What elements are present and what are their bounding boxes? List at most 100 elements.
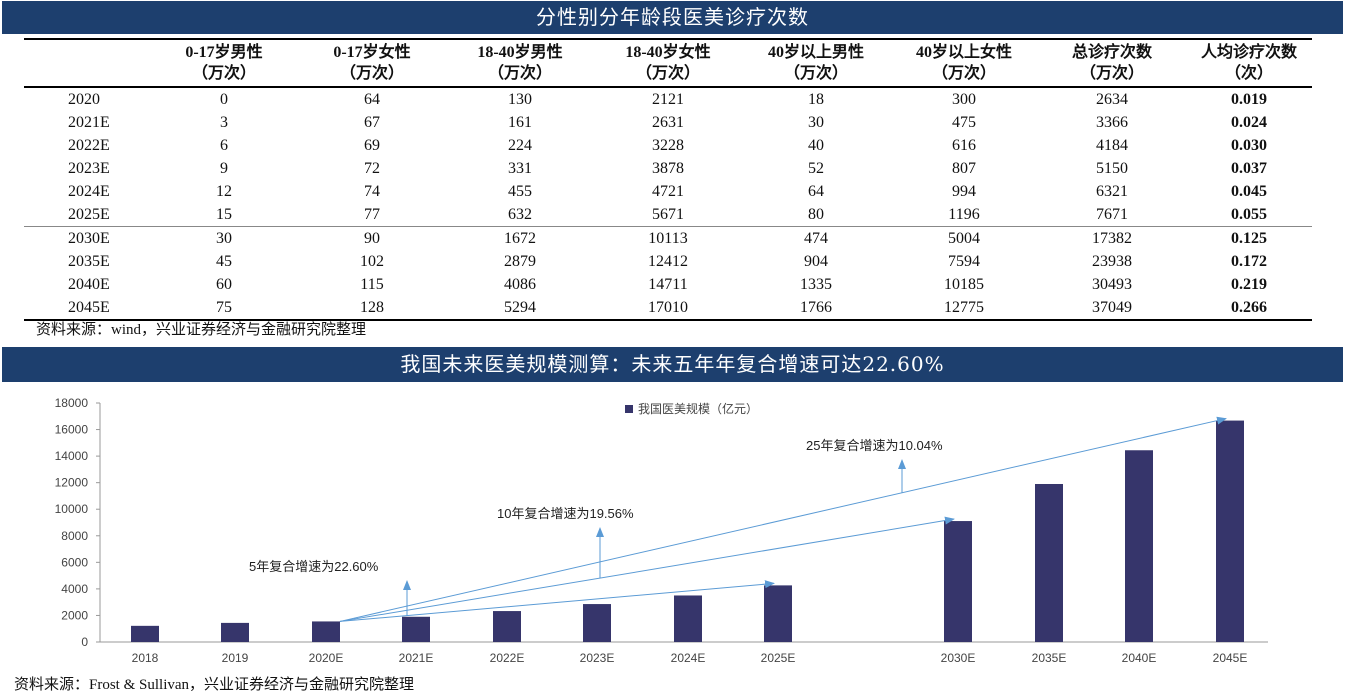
table-cell: 3228 — [652, 137, 684, 154]
column-header: 40岁以上女性 （万次） — [890, 38, 1038, 88]
column-header-label: 0-17岁男性 — [185, 44, 263, 61]
table-cell: 474 — [742, 226, 890, 250]
column-header-unit: （万次） — [783, 65, 848, 82]
column-header-label: 0-17岁女性 — [333, 44, 411, 61]
bar — [312, 621, 340, 642]
legend-swatch — [625, 405, 633, 413]
table-cell: 6321 — [1096, 183, 1128, 200]
table-cell: 0.266 — [1186, 296, 1312, 321]
table-cell: 12 — [216, 183, 232, 200]
column-header: 人均诊疗次数 （次） — [1186, 38, 1312, 88]
column-header-label: 18-40岁男性 — [477, 44, 563, 61]
table-cell: 12412 — [648, 253, 688, 270]
column-header-unit: （万次） — [487, 65, 552, 82]
column-header: 0-17岁女性 （万次） — [298, 38, 446, 88]
growth-arrow — [339, 516, 955, 622]
row-year: 2021E — [68, 114, 110, 131]
table-row: 2045E 75 128 5294 17010 1766 12775 37049 0.266 — [24, 296, 1312, 321]
row-year: 2022E — [68, 137, 110, 154]
table-cell: 17010 — [594, 296, 742, 321]
bar — [402, 616, 430, 642]
table-cell: 80 — [808, 206, 824, 223]
x-tick-label: 2019 — [222, 651, 249, 665]
bar — [674, 595, 702, 642]
table-cell: 616 — [952, 137, 976, 154]
column-header-label: 人均诊疗次数 — [1200, 44, 1297, 61]
bar — [583, 604, 611, 642]
column-header: 0-17岁男性 （万次） — [150, 38, 298, 88]
table-cell: 12775 — [890, 296, 1038, 321]
table-cell: 0.037 — [1231, 160, 1267, 177]
table-cell: 1672 — [446, 226, 594, 250]
column-header-unit: （万次） — [1079, 65, 1144, 82]
growth-arrow — [339, 416, 1227, 622]
column-header-label: 18-40岁女性 — [625, 44, 711, 61]
table-cell: 6 — [220, 137, 228, 154]
table-cell: 331 — [508, 160, 532, 177]
y-tick-label: 18000 — [55, 396, 89, 410]
table-cell: 0.030 — [1231, 137, 1267, 154]
table-cell: 2121 — [652, 91, 684, 108]
column-header-unit: （次） — [1224, 65, 1273, 82]
x-tick-label: 2018 — [132, 651, 159, 665]
row-year: 2024E — [68, 183, 110, 200]
table-row: 2022E 6 69 224 3228 40 616 4184 0.030 — [24, 134, 1312, 157]
table-cell: 14711 — [648, 276, 688, 293]
table-cell: 64 — [364, 91, 380, 108]
table-row: 2020 0 64 130 2121 18 300 2634 0.019 — [24, 87, 1312, 111]
table-cell: 45 — [216, 253, 232, 270]
table-cell: 69 — [364, 137, 380, 154]
column-header-unit: （万次） — [339, 65, 404, 82]
market-size-chart: 0 2000 4000 6000 8000 10000 12000 14000 16000 180… — [55, 396, 1268, 665]
table-cell: 74 — [364, 183, 380, 200]
table-cell: 4721 — [652, 183, 684, 200]
consultation-table: 0-17岁男性 （万次） 0-17岁女性 （万次） 18-40岁男性 （万次） 18-40岁… — [24, 38, 1312, 321]
table-cell: 10185 — [944, 276, 984, 293]
table-cell: 5004 — [890, 226, 1038, 250]
table-cell: 30493 — [1092, 276, 1132, 293]
table-cell: 67 — [364, 114, 380, 131]
table-cell: 64 — [808, 183, 824, 200]
table-cell: 72 — [364, 160, 380, 177]
row-year: 2040E — [68, 276, 110, 293]
x-tick-label: 2025E — [761, 651, 796, 665]
table-cell: 904 — [804, 253, 828, 270]
y-tick-label: 4000 — [61, 582, 88, 596]
x-tick-label: 2030E — [941, 651, 976, 665]
table-cell: 4086 — [504, 276, 536, 293]
x-tick-label: 2022E — [490, 651, 525, 665]
table-cell: 161 — [508, 114, 532, 131]
y-tick-label: 12000 — [55, 476, 89, 490]
table-cell: 0.219 — [1231, 276, 1267, 293]
table-cell: 3366 — [1096, 114, 1128, 131]
column-header-unit: （万次） — [635, 65, 700, 82]
column-header-unit: （万次） — [931, 65, 996, 82]
table-cell: 52 — [808, 160, 824, 177]
row-year: 2045E — [24, 296, 150, 321]
table-cell: 115 — [360, 276, 384, 293]
table-row: 2024E 12 74 455 4721 64 994 6321 0.045 — [24, 180, 1312, 203]
table-cell: 0.125 — [1186, 226, 1312, 250]
table-cell: 77 — [364, 206, 380, 223]
table-cell: 224 — [508, 137, 532, 154]
table-cell: 30 — [808, 114, 824, 131]
table-cell: 5671 — [652, 206, 684, 223]
x-tick-label: 2045E — [1213, 651, 1248, 665]
table-cell: 128 — [298, 296, 446, 321]
row-year: 2020 — [68, 91, 100, 108]
table-cell: 17382 — [1038, 226, 1186, 250]
table-row: 2025E 15 77 632 5671 80 1196 7671 0.055 — [24, 203, 1312, 227]
growth-arrow — [339, 580, 775, 622]
table-cell: 807 — [952, 160, 976, 177]
y-tick-label: 6000 — [61, 555, 88, 569]
table-cell: 300 — [952, 91, 976, 108]
x-tick-label: 2020E — [309, 651, 344, 665]
bar — [1125, 450, 1153, 642]
table-row: 2023E 9 72 331 3878 52 807 5150 0.037 — [24, 157, 1312, 180]
legend-label: 我国医美规模（亿元） — [638, 401, 758, 416]
x-tick-label: 2021E — [399, 651, 434, 665]
table-header-row: 0-17岁男性 （万次） 0-17岁女性 （万次） 18-40岁男性 （万次） 18-40岁… — [24, 38, 1312, 88]
table-cell: 0.172 — [1231, 253, 1267, 270]
table-cell: 994 — [952, 183, 976, 200]
x-tick-label: 2040E — [1122, 651, 1157, 665]
